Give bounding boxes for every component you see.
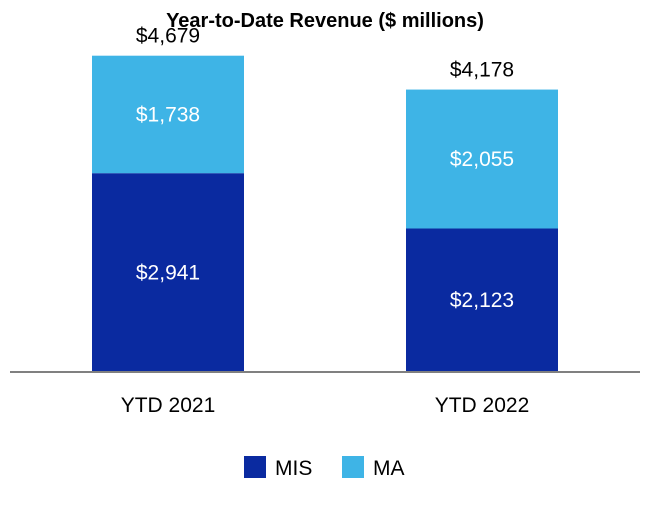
legend-label-mis: MIS xyxy=(275,457,312,480)
legend-swatch-ma xyxy=(342,456,364,478)
bar-mis-ytd-2022 xyxy=(406,228,558,372)
bar-mis-ytd-2021 xyxy=(92,173,244,372)
data-label-ma-ytd-2021: $1,738 xyxy=(136,103,200,126)
bar-ma-ytd-2022 xyxy=(406,89,558,229)
bar-ma-ytd-2021 xyxy=(92,55,244,174)
data-label-mis-ytd-2021: $2,941 xyxy=(136,262,200,285)
category-labels: YTD 2021 YTD 2022 xyxy=(121,394,530,417)
x-tick-label-ytd-2021: YTD 2021 xyxy=(121,394,216,417)
total-label-ytd-2021: $4,679 xyxy=(136,25,200,48)
chart-title: Year-to-Date Revenue ($ millions) xyxy=(166,10,484,32)
legend: MIS MA xyxy=(244,456,405,480)
total-label-ytd-2022: $4,178 xyxy=(450,59,514,82)
data-label-ma-ytd-2022: $2,055 xyxy=(450,148,514,171)
x-tick-label-ytd-2022: YTD 2022 xyxy=(435,394,530,417)
bars-layer: $2,941 $1,738 $4,679 $2,123 $2,055 $4,178 xyxy=(92,25,558,372)
legend-label-ma: MA xyxy=(373,457,405,480)
data-label-mis-ytd-2022: $2,123 xyxy=(450,289,514,312)
legend-swatch-mis xyxy=(244,456,266,478)
